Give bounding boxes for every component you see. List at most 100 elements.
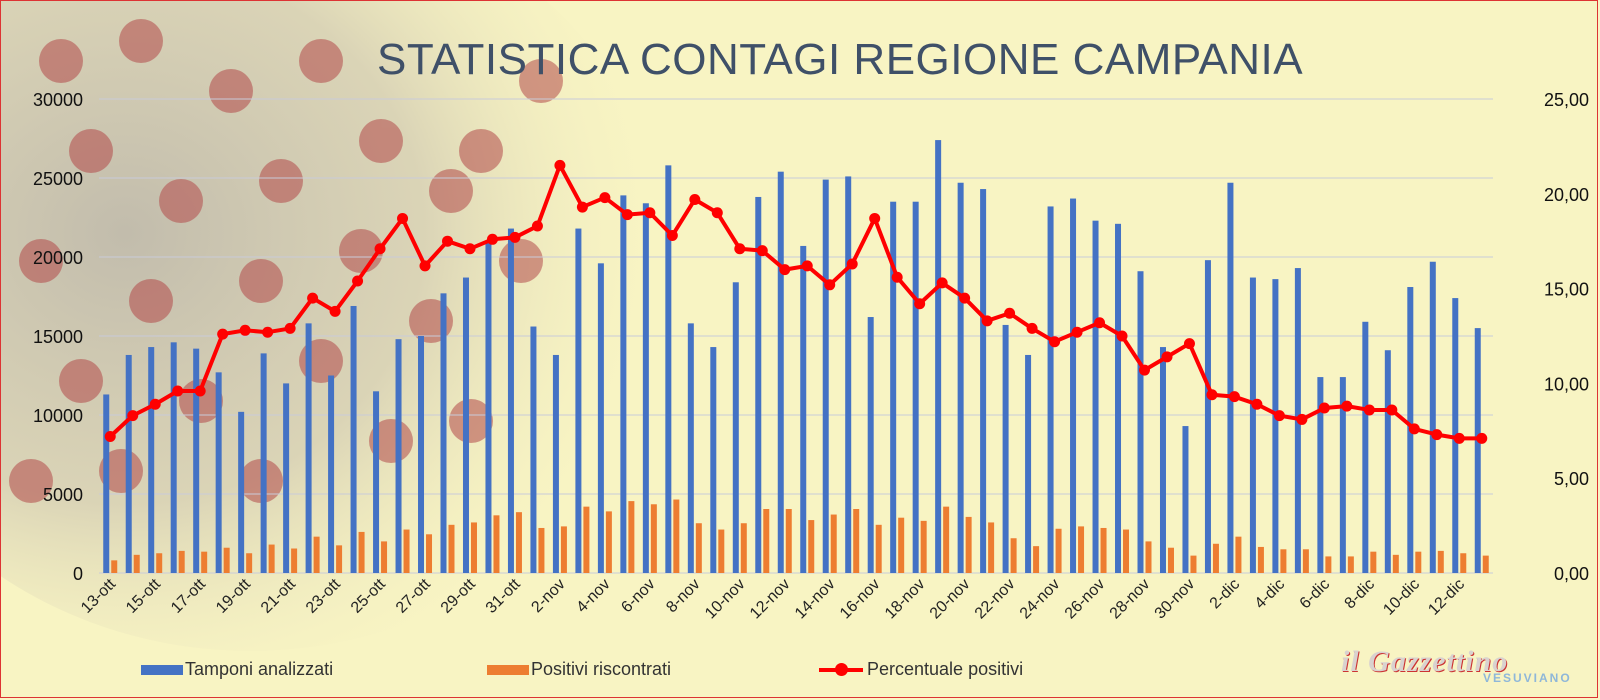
point-percentuale <box>756 245 768 257</box>
bar-positivi <box>1167 547 1174 573</box>
x-tick-label: 15-ott <box>123 575 164 616</box>
bar-positivi <box>1078 526 1085 573</box>
bar-positivi <box>1145 541 1152 573</box>
point-percentuale <box>1273 410 1285 422</box>
point-percentuale <box>194 385 206 397</box>
point-percentuale <box>959 292 971 304</box>
bar-positivi <box>1280 549 1287 573</box>
x-tick-label: 10-dic <box>1380 576 1423 619</box>
bar-positivi <box>875 524 882 573</box>
x-tick-label: 28-nov <box>1107 576 1154 623</box>
bar-tamponi <box>1272 279 1279 573</box>
bar-tamponi <box>1429 261 1436 573</box>
bar-positivi <box>246 553 253 573</box>
bar-tamponi <box>507 228 514 573</box>
point-percentuale <box>1453 432 1465 444</box>
bar-positivi <box>808 520 815 573</box>
point-percentuale <box>442 235 453 247</box>
x-tick-label: 2-dic <box>1207 576 1244 613</box>
x-tick-label: 8-dic <box>1342 576 1379 613</box>
bar-tamponi <box>710 347 717 573</box>
point-percentuale <box>262 326 274 338</box>
point-percentuale <box>352 275 364 287</box>
bar-tamponi <box>575 228 582 573</box>
bar-tamponi <box>867 317 874 573</box>
point-percentuale <box>1049 336 1061 348</box>
bar-tamponi <box>328 375 335 573</box>
legend-swatch-tamponi <box>141 664 183 675</box>
bar-positivi <box>785 509 792 573</box>
bar-positivi <box>898 517 905 573</box>
legend-label-positivi: Positivi riscontrati <box>531 659 672 679</box>
point-percentuale <box>104 430 116 442</box>
bar-tamponi <box>1317 377 1324 573</box>
point-percentuale <box>149 398 161 410</box>
bar-positivi <box>223 547 230 573</box>
x-tick-label: 14-nov <box>792 576 839 623</box>
point-percentuale <box>1071 326 1083 338</box>
x-tick-label: 12-nov <box>747 576 794 623</box>
bar-tamponi <box>125 354 132 573</box>
bar-positivi <box>1190 555 1197 573</box>
bar-tamponi <box>890 201 897 573</box>
legend-swatch-percentuale <box>819 662 863 676</box>
x-tick-label: 4-nov <box>573 576 613 616</box>
point-percentuale <box>936 277 948 289</box>
x-tick-label: 30-nov <box>1152 576 1199 623</box>
bar-positivi <box>718 529 725 573</box>
virus-spike <box>369 419 413 463</box>
bar-positivi <box>1033 546 1040 573</box>
virus-spike <box>449 399 493 443</box>
y-right-tick-label: 0,00 <box>1554 564 1589 584</box>
bar-tamponi <box>912 201 919 573</box>
point-percentuale <box>891 271 903 283</box>
bar-positivi <box>965 516 972 573</box>
bar-positivi <box>515 512 522 573</box>
bar-positivi <box>358 531 365 573</box>
virus-spike <box>209 69 253 113</box>
point-percentuale <box>1476 432 1488 444</box>
virus-spike <box>9 459 53 503</box>
bar-positivi <box>1482 555 1489 573</box>
x-tick-label: 4-dic <box>1252 576 1289 613</box>
point-percentuale <box>397 212 409 224</box>
bar-positivi <box>291 548 298 573</box>
point-percentuale <box>1094 317 1106 329</box>
bar-positivi <box>583 506 590 573</box>
x-tick-label: 18-nov <box>882 576 929 623</box>
bar-positivi <box>403 529 410 573</box>
bar-positivi <box>381 541 388 573</box>
x-tick-label: 6-dic <box>1297 576 1334 613</box>
bar-tamponi <box>1474 328 1481 573</box>
point-percentuale <box>1341 400 1353 412</box>
bar-tamponi <box>957 182 964 574</box>
bar-tamponi <box>665 165 672 574</box>
bar-positivi <box>695 523 702 573</box>
bar-tamponi <box>103 394 110 573</box>
bar-positivi <box>1010 538 1017 573</box>
bar-positivi <box>470 522 477 573</box>
bar-tamponi <box>732 282 739 573</box>
point-percentuale <box>1386 404 1398 416</box>
bar-positivi <box>1437 550 1444 573</box>
point-percentuale <box>284 322 296 334</box>
bar-positivi <box>178 550 185 573</box>
bar-tamponi <box>1249 277 1256 573</box>
legend-swatch-positivi <box>487 664 529 675</box>
x-tick-label: 20-nov <box>927 576 974 623</box>
point-percentuale <box>846 258 858 270</box>
point-percentuale <box>329 305 341 317</box>
bar-tamponi <box>1182 426 1189 573</box>
bar-tamponi <box>1025 354 1032 573</box>
x-tick-label: 21-ott <box>258 575 299 616</box>
point-percentuale <box>666 230 678 242</box>
point-percentuale <box>599 192 611 204</box>
point-percentuale <box>1183 338 1195 350</box>
point-percentuale <box>689 193 701 205</box>
virus-spike <box>99 449 143 493</box>
bar-tamponi <box>1204 260 1211 573</box>
point-percentuale <box>464 243 476 255</box>
x-tick-label: 10-nov <box>702 576 749 623</box>
x-tick-label: 31-ott <box>483 575 524 616</box>
x-tick-label: 22-nov <box>972 576 1019 623</box>
